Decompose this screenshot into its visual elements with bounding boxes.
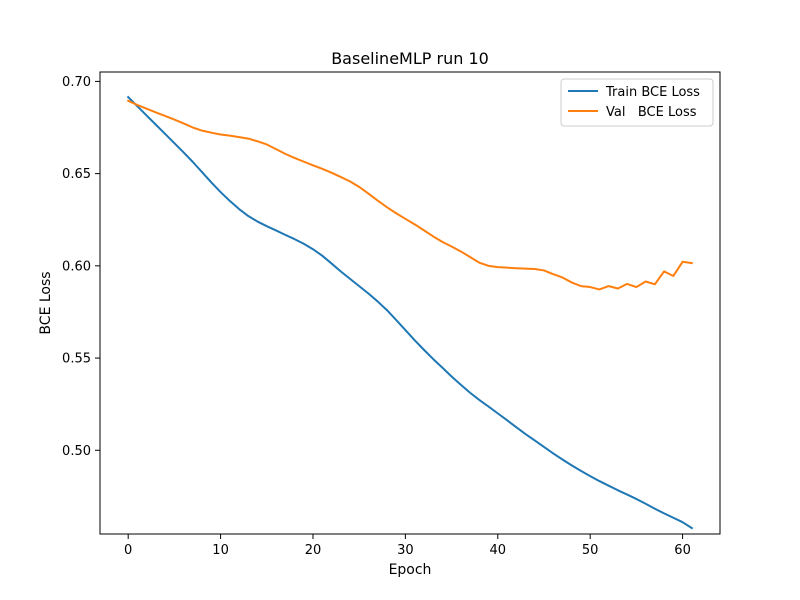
x-axis-label: Epoch <box>389 562 432 578</box>
train-loss-line <box>126 95 694 530</box>
x-tick-label: 0 <box>124 543 132 558</box>
y-tick-label: 0.55 <box>62 352 91 367</box>
series-layer <box>126 95 694 530</box>
y-tick-label: 0.60 <box>62 259 91 274</box>
x-axis: 0 10 20 30 40 50 60 <box>124 534 691 558</box>
chart-title: BaselineMLP run 10 <box>331 49 489 68</box>
x-tick-label: 20 <box>305 543 322 558</box>
y-tick-label: 0.70 <box>62 75 91 90</box>
legend-box <box>560 78 714 127</box>
x-tick-label: 30 <box>397 543 414 558</box>
legend: Train BCE Loss Val BCE Loss <box>560 78 714 127</box>
plot-frame <box>99 71 721 535</box>
y-axis: 0.50 0.55 0.60 0.65 0.70 <box>62 75 100 459</box>
y-tick-label: 0.50 <box>62 444 91 459</box>
x-tick-label: 50 <box>582 543 599 558</box>
y-axis-label: BCE Loss <box>38 271 54 334</box>
x-tick-label: 10 <box>212 543 229 558</box>
y-tick-label: 0.65 <box>62 167 91 182</box>
legend-label-train: Train BCE Loss <box>605 85 700 100</box>
val-loss-line <box>126 99 693 291</box>
x-tick-label: 40 <box>490 543 507 558</box>
legend-label-val: Val BCE Loss <box>606 105 697 120</box>
x-tick-label: 60 <box>674 543 691 558</box>
